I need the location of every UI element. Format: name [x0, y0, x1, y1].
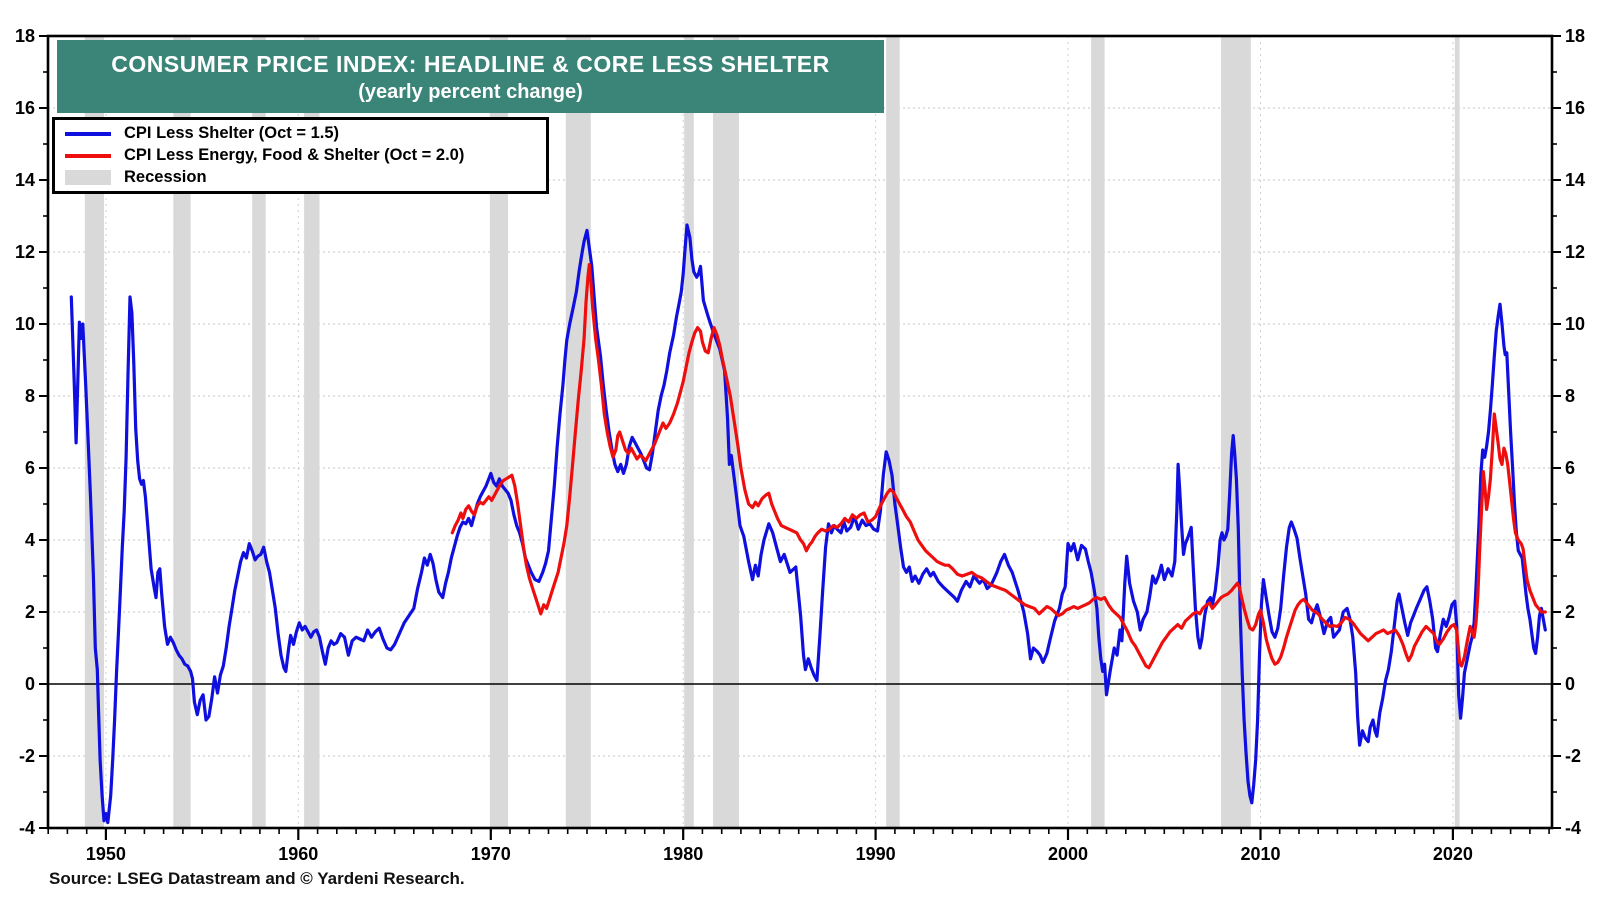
- legend-item-recession: Recession: [55, 166, 546, 188]
- y-axis-label-right: 8: [1565, 386, 1575, 406]
- legend-label: Recession: [124, 167, 207, 186]
- y-axis-label-left: 10: [15, 314, 35, 334]
- y-axis-label-right: 12: [1565, 242, 1585, 262]
- recession-band: [84, 36, 104, 828]
- recession-band: [173, 36, 191, 828]
- y-axis-label-right: 2: [1565, 602, 1575, 622]
- cpi-less-shelter-line: [69, 223, 1547, 825]
- y-axis-label-left: 8: [25, 386, 35, 406]
- recession-band: [886, 36, 900, 828]
- x-axis-label: 2000: [1048, 844, 1088, 864]
- legend-label: CPI Less Energy, Food & Shelter (Oct = 2…: [124, 146, 465, 164]
- legend-item-core-less-shelter: CPI Less Energy, Food & Shelter (Oct = 2…: [55, 145, 546, 167]
- y-axis-label-left: 16: [15, 98, 35, 118]
- x-axis-label: 1950: [86, 844, 126, 864]
- red-line-swatch: [65, 153, 111, 158]
- legend-item-cpi-less-shelter: CPI Less Shelter (Oct = 1.5): [55, 123, 546, 145]
- y-axis-label-right: 18: [1565, 26, 1585, 46]
- legend-label: CPI Less Shelter (Oct = 1.5): [124, 124, 340, 143]
- legend: CPI Less Shelter (Oct = 1.5) CPI Less En…: [52, 117, 549, 194]
- x-axis-label: 2010: [1240, 844, 1280, 864]
- chart-subtitle: (yearly percent change): [358, 81, 583, 104]
- y-axis-label-left: -2: [19, 746, 35, 766]
- core-less-shelter-line: [450, 263, 1547, 670]
- y-axis-label-left: 18: [15, 26, 35, 46]
- blue-line-swatch: [65, 131, 111, 136]
- y-axis-label-right: 6: [1565, 458, 1575, 478]
- y-axis-label-left: 14: [15, 170, 35, 190]
- x-axis-label: 2020: [1433, 844, 1473, 864]
- y-axis-label-right: -4: [1565, 818, 1581, 838]
- y-axis-label-right: 10: [1565, 314, 1585, 334]
- y-axis-label-right: 14: [1565, 170, 1585, 190]
- y-axis-label-right: 4: [1565, 530, 1575, 550]
- x-axis-label: 1960: [278, 844, 318, 864]
- recession-band: [252, 36, 266, 828]
- y-axis-label-left: -4: [19, 818, 35, 838]
- chart-title: CONSUMER PRICE INDEX: HEADLINE & CORE LE…: [111, 50, 830, 77]
- y-axis-label-left: 0: [25, 674, 35, 694]
- recession-band: [1221, 36, 1251, 828]
- recession-band: [565, 36, 591, 828]
- y-axis-label-right: 0: [1565, 674, 1575, 694]
- y-axis-label-left: 6: [25, 458, 35, 478]
- y-axis-label-right: -2: [1565, 746, 1581, 766]
- y-axis-label-right: 16: [1565, 98, 1585, 118]
- recession-band: [1091, 36, 1105, 828]
- source-note: Source: LSEG Datastream and © Yardeni Re…: [49, 869, 465, 888]
- recession-band: [489, 36, 509, 828]
- y-axis-label-left: 2: [25, 602, 35, 622]
- x-axis-label: 1970: [471, 844, 511, 864]
- y-axis-label-left: 12: [15, 242, 35, 262]
- title-banner: CONSUMER PRICE INDEX: HEADLINE & CORE LE…: [57, 40, 884, 113]
- recession-band: [684, 36, 694, 828]
- recession-band: [1454, 36, 1460, 828]
- x-axis-label: 1990: [856, 844, 896, 864]
- y-axis-label-left: 4: [25, 530, 35, 550]
- recession-swatch: [65, 169, 111, 185]
- x-axis-label: 1980: [663, 844, 703, 864]
